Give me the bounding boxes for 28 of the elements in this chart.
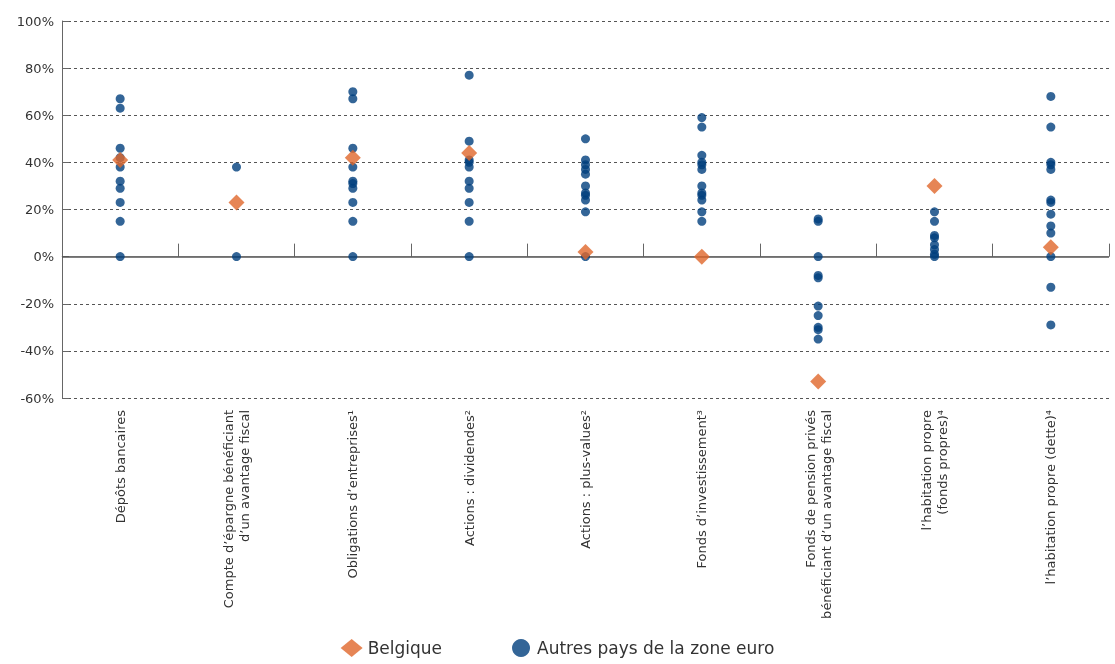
y-tick-label: 40% [25, 154, 54, 170]
y-tick-label: -20% [20, 296, 54, 312]
legend-label: Autres pays de la zone euro [537, 638, 775, 658]
y-tick-label: -40% [20, 343, 54, 359]
point [1042, 239, 1059, 256]
point [693, 248, 710, 265]
x-tick-label: Fonds d’investissement³ [694, 410, 710, 569]
y-tick-label: 0% [33, 249, 54, 265]
y-tick-label: 60% [25, 107, 54, 123]
y-tick-label: 100% [16, 13, 54, 29]
point [344, 149, 361, 166]
x-tick-label: Fonds de pension privés bénéficiant d’un avantage fiscal [802, 409, 834, 619]
x-tick-label: Actions : plus-values² [578, 410, 593, 549]
x-tick-label: Actions : dividendes² [461, 410, 477, 547]
point [577, 243, 594, 260]
point [461, 144, 478, 161]
x-tick-label: Obligations d’entreprises¹ [345, 410, 361, 579]
y-tick-label: -60% [20, 390, 54, 406]
point [926, 177, 943, 194]
x-tick-label: Dépôts bancaires [112, 409, 128, 524]
point [112, 152, 129, 169]
y-tick-label: 80% [25, 60, 54, 76]
point [810, 373, 827, 390]
x-tick-label: Compte d’épargne bénéficiant d’un avantage fiscal [221, 410, 252, 609]
legend-label: Belgique [367, 638, 443, 658]
y-tick-label: 20% [25, 202, 54, 217]
point [228, 194, 245, 211]
x-tick-label: l’habitation propre (dette)⁴ [1043, 410, 1059, 585]
